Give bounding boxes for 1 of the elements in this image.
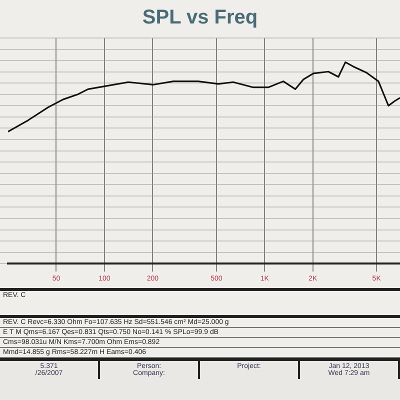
chart-title: SPL vs Freq <box>142 6 258 29</box>
